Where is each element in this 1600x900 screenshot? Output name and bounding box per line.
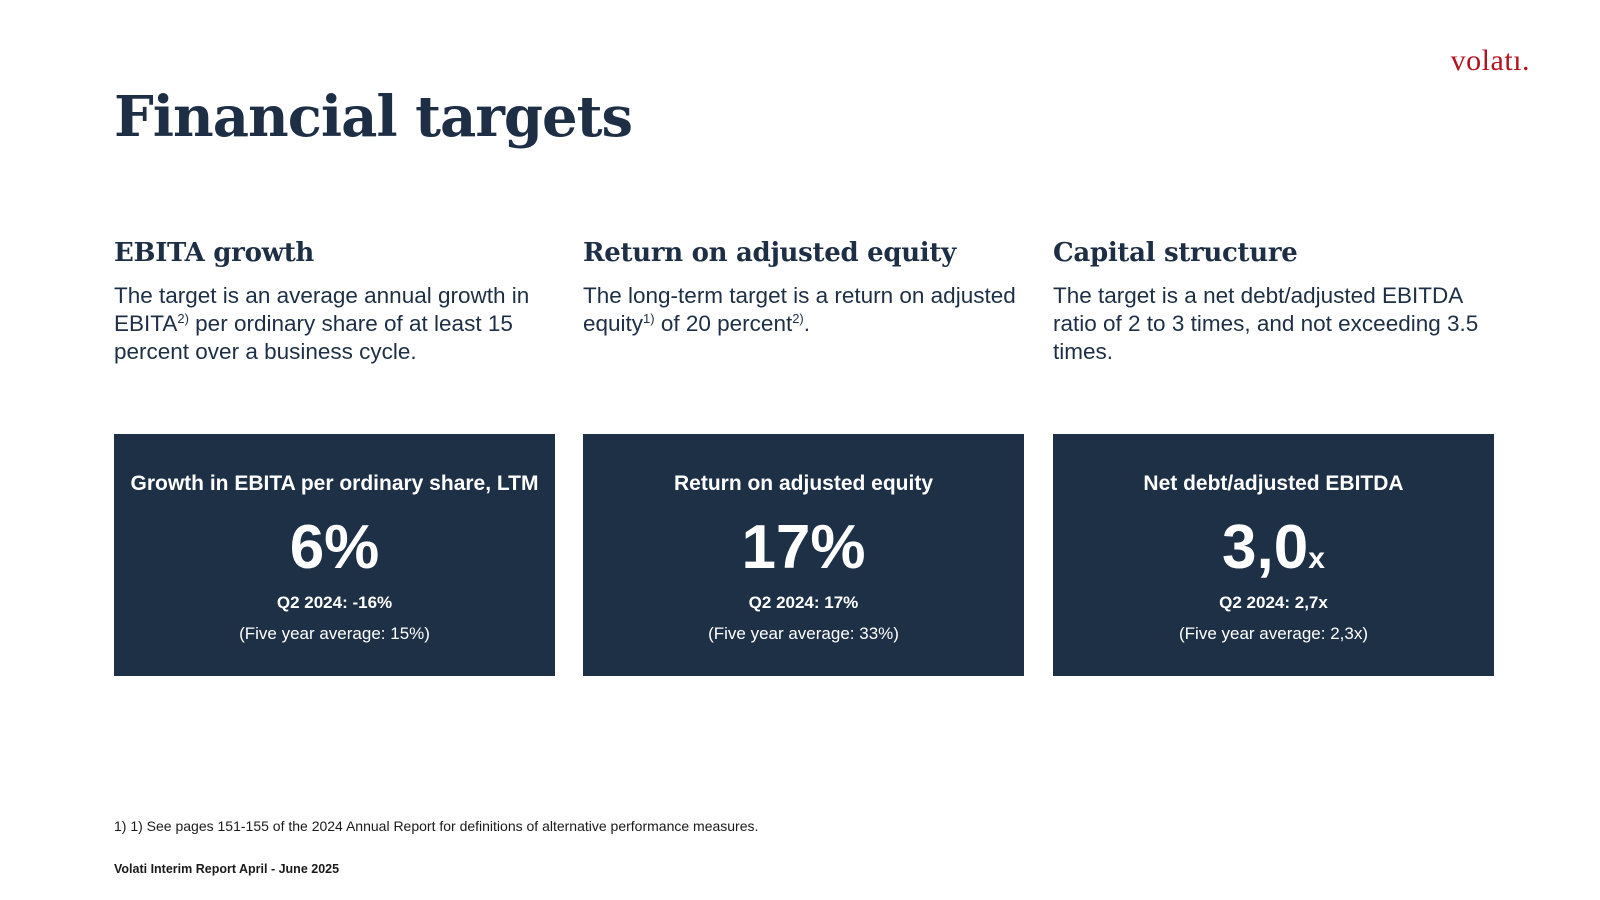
page-title: Financial targets (114, 84, 633, 150)
target-heading: Capital structure (1053, 238, 1298, 268)
kpi-value: 17% (741, 513, 866, 582)
kpi-card-net-debt: Net debt/adjusted EBITDA 3,0x Q2 2024: 2… (1053, 434, 1494, 676)
kpi-label: Return on adjusted equity (673, 472, 933, 495)
kpi-card-ebita-growth: Growth in EBITA per ordinary share, LTM … (114, 434, 555, 676)
kpi-comparison: Q2 2024: 2,7x (1219, 593, 1328, 612)
footnote: 1) 1) See pages 151-155 of the 2024 Annu… (114, 818, 759, 834)
target-return-on-equity: Return on adjusted equity The long-term … (583, 238, 1023, 338)
target-description: The target is an average annual growth i… (114, 283, 530, 364)
kpi-label: Net debt/adjusted EBITDA (1143, 472, 1404, 495)
target-ebita-growth: EBITA growth The target is an average an… (114, 238, 554, 366)
footer-report-title: Volati Interim Report April - June 2025 (114, 862, 340, 876)
kpi-comparison: Q2 2024: 17% (748, 593, 859, 612)
kpi-value: 3,0x (1222, 513, 1325, 582)
target-heading: EBITA growth (114, 238, 315, 268)
kpi-comparison: Q2 2024: -16% (276, 593, 393, 612)
kpi-card-return-on-equity: Return on adjusted equity 17% Q2 2024: 1… (583, 434, 1024, 676)
volati-logo: volatı. (1450, 44, 1530, 77)
target-capital-structure: Capital structure The target is a net de… (1053, 238, 1493, 366)
kpi-average: (Five year average: 33%) (708, 624, 899, 643)
kpi-label: Growth in EBITA per ordinary share, LTM (130, 472, 539, 495)
target-description: The target is a net debt/adjusted EBITDA… (1053, 283, 1479, 364)
target-heading: Return on adjusted equity (583, 238, 956, 268)
kpi-average: (Five year average: 2,3x) (1179, 624, 1368, 643)
kpi-value: 6% (289, 513, 380, 582)
target-description: The long-term target is a return on adju… (583, 283, 1016, 336)
kpi-average: (Five year average: 15%) (239, 624, 430, 643)
